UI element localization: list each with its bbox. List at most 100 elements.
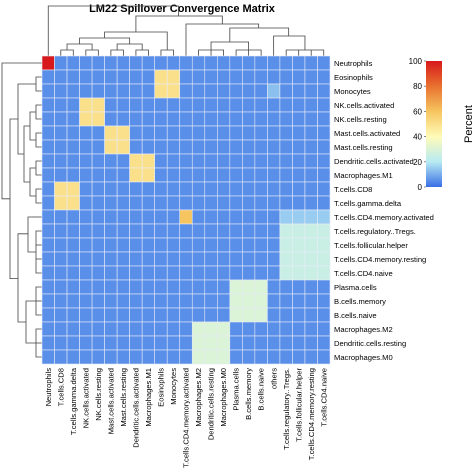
heatmap-cell (41, 349, 55, 365)
heatmap-cell (79, 153, 93, 169)
heatmap-cell (66, 83, 80, 99)
heatmap-cell (116, 293, 130, 309)
heatmap-cell (217, 153, 231, 169)
heatmap-cell (54, 237, 68, 253)
heatmap-cell (54, 139, 68, 155)
heatmap-cell (91, 335, 105, 351)
heatmap-cell (179, 181, 193, 197)
heatmap-cell (129, 321, 143, 337)
column-labels: Neutrophils T.cells.CD8 T.cells.gamma.delt… (44, 367, 328, 468)
heatmap-cell (166, 209, 181, 225)
legend-tick-label: 60 (413, 107, 422, 116)
heatmap-cell (217, 55, 231, 71)
heatmap-cell (292, 111, 306, 127)
heatmap-cell (166, 111, 181, 127)
heatmap-cell (79, 335, 93, 351)
color-legend: 0 20 40 60 80 100 Percent (409, 57, 474, 192)
heatmap-cell (242, 209, 256, 225)
heatmap-cell (166, 335, 181, 351)
heatmap-cell (54, 97, 68, 113)
heatmap-cell (317, 69, 331, 85)
heatmap-cell (66, 209, 80, 225)
heatmap-cell (254, 335, 268, 351)
heatmap-cell (292, 69, 306, 85)
heatmap-cell (91, 167, 105, 183)
heatmap-cell (204, 195, 218, 211)
heatmap-cell (154, 293, 168, 309)
dendrogram-branch (135, 15, 223, 32)
heatmap-cell (229, 237, 243, 253)
legend-tick-label: 20 (413, 158, 422, 167)
heatmap-cell (267, 321, 281, 337)
heatmap-cell (254, 265, 268, 281)
row-label: T.cells.regulatory..Tregs. (334, 227, 416, 236)
heatmap-cell (129, 97, 143, 113)
heatmap-cell (166, 265, 181, 281)
heatmap-cell (242, 279, 256, 295)
heatmap-cell (304, 321, 318, 337)
heatmap-cell (292, 181, 306, 197)
heatmap-cell (129, 125, 143, 141)
heatmap-cell (204, 111, 218, 127)
dendrogram-branch (66, 43, 93, 50)
heatmap-cell (66, 139, 80, 155)
heatmap-cell (41, 153, 55, 169)
heatmap-cell (204, 167, 218, 183)
heatmap-cell (116, 153, 130, 169)
heatmap-cell (279, 83, 293, 99)
column-label: NK.cells.resting (94, 368, 103, 421)
heatmap-cell (104, 181, 118, 197)
heatmap-cell (279, 195, 293, 211)
heatmap-cell (104, 83, 118, 99)
heatmap-cell (54, 167, 68, 183)
dendrogram-branch (79, 37, 131, 44)
heatmap-cell (229, 195, 243, 211)
heatmap-cell (79, 279, 93, 295)
heatmap-cell (217, 167, 231, 183)
heatmap-cell (54, 335, 68, 351)
heatmap-cell (91, 125, 105, 141)
heatmap-cell (229, 321, 243, 337)
dendrogram-branch (1, 62, 42, 200)
heatmap-cell (267, 153, 281, 169)
heatmap-cell (91, 97, 105, 113)
row-label: Eosinophils (334, 73, 373, 82)
heatmap-cell (66, 237, 80, 253)
heatmap-cell (217, 209, 231, 225)
heatmap-cell (129, 265, 143, 281)
heatmap-cell (317, 195, 331, 211)
heatmap-cell (204, 153, 218, 169)
heatmap-cell (79, 307, 93, 323)
heatmap-cell (179, 265, 193, 281)
heatmap-cell (217, 349, 231, 365)
heatmap-cell (104, 153, 118, 169)
heatmap-cell (317, 139, 331, 155)
heatmap-cell (116, 209, 130, 225)
heatmap-cell (217, 279, 231, 295)
heatmap-cell (66, 279, 80, 295)
heatmap-cell (254, 153, 268, 169)
heatmap-cell (154, 237, 168, 253)
heatmap-cell (54, 195, 68, 211)
heatmap-cell (154, 349, 168, 365)
heatmap-cell (242, 321, 256, 337)
heatmap-cell (79, 181, 93, 197)
heatmap-cell (116, 307, 130, 323)
heatmap-cell (267, 111, 281, 127)
dendrogram-branch (185, 23, 260, 46)
heatmap-cell (267, 335, 281, 351)
heatmap-cell (229, 69, 243, 85)
heatmap-cell (154, 181, 168, 197)
heatmap-cell (154, 279, 168, 295)
heatmap-cell (292, 349, 306, 365)
heatmap-cell (79, 321, 93, 337)
heatmap-cell (204, 97, 218, 113)
heatmap-cell (229, 83, 243, 99)
dendrogram-branch (35, 132, 42, 148)
column-label: Mast.cells.resting (119, 368, 128, 427)
heatmap-cell (179, 69, 193, 85)
row-label: B.cells.memory (334, 297, 386, 306)
heatmap-cell (104, 251, 118, 267)
heatmap-cell (41, 125, 55, 141)
